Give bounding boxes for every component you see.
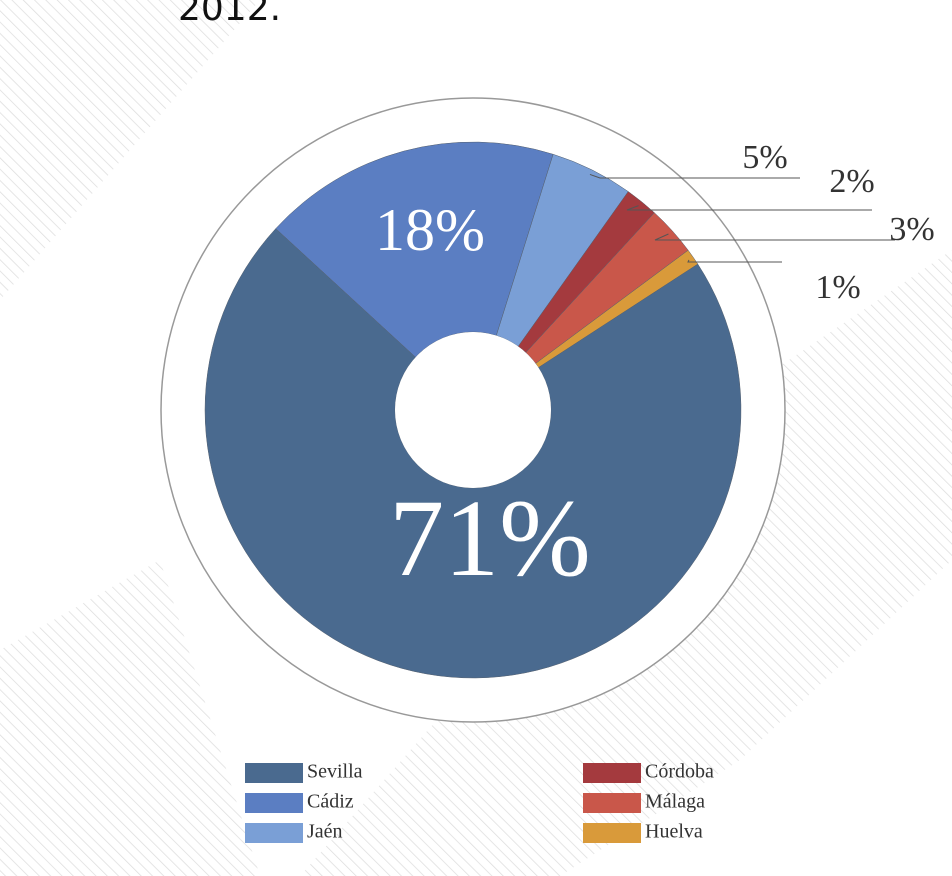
value-label: 5% bbox=[742, 139, 787, 176]
value-label: 2% bbox=[829, 163, 874, 200]
background-hatch bbox=[0, 560, 260, 876]
legend-label: Sevilla bbox=[307, 761, 363, 783]
legend-swatch bbox=[245, 823, 303, 843]
legend-swatch bbox=[583, 793, 641, 813]
value-label: 3% bbox=[889, 211, 934, 248]
legend-label: Huelva bbox=[645, 821, 703, 843]
legend-swatch bbox=[583, 823, 641, 843]
chart-title: 2012. bbox=[178, 0, 281, 29]
leader-line bbox=[654, 233, 895, 241]
legend-label: Córdoba bbox=[645, 761, 714, 783]
legend-label: Jaén bbox=[307, 821, 343, 843]
legend-swatch bbox=[583, 763, 641, 783]
leader-line bbox=[589, 173, 800, 179]
legend-label: Málaga bbox=[645, 791, 705, 813]
value-label: 18% bbox=[375, 197, 485, 263]
value-label: 71% bbox=[389, 477, 591, 599]
legend-swatch bbox=[245, 763, 303, 783]
background-hatch bbox=[0, 0, 260, 300]
leader-line bbox=[687, 259, 782, 263]
value-label: 1% bbox=[815, 269, 860, 306]
legend-swatch bbox=[245, 793, 303, 813]
leader-line bbox=[626, 205, 872, 211]
legend-label: Cádiz bbox=[307, 791, 354, 813]
donut-hole bbox=[395, 332, 551, 488]
